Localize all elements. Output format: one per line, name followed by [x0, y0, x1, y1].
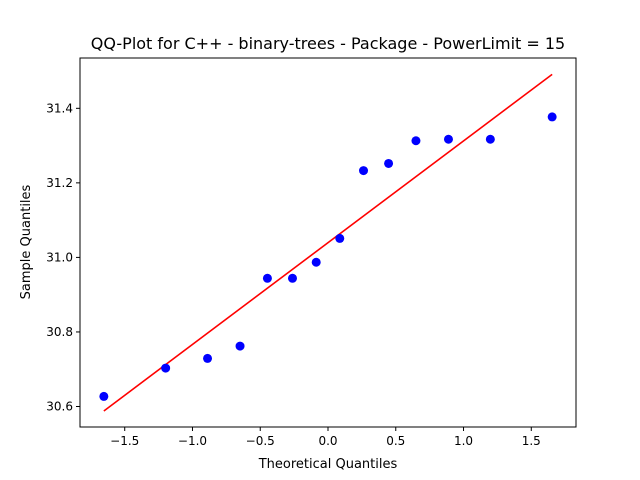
x-tick-label: 0.0: [318, 434, 337, 448]
chart-title: QQ-Plot for C++ - binary-trees - Package…: [91, 34, 565, 53]
y-tick-label: 30.6: [46, 400, 73, 414]
y-tick-label: 30.8: [46, 325, 73, 339]
data-point: [486, 135, 495, 144]
x-tick-label: −1.5: [110, 434, 139, 448]
x-tick-label: 1.0: [454, 434, 473, 448]
x-tick-label: 1.5: [522, 434, 541, 448]
data-point: [203, 354, 212, 363]
y-tick-label: 31.2: [46, 176, 73, 190]
data-point: [444, 135, 453, 144]
x-tick-label: −1.0: [178, 434, 207, 448]
data-point: [99, 392, 108, 401]
data-point: [288, 274, 297, 283]
x-axis-label: Theoretical Quantiles: [258, 457, 398, 472]
x-tick-label: −0.5: [246, 434, 275, 448]
data-point: [236, 342, 245, 351]
y-tick-label: 31.4: [46, 101, 73, 115]
data-point: [312, 258, 321, 267]
data-point: [263, 274, 272, 283]
data-point: [411, 136, 420, 145]
data-point: [548, 112, 557, 121]
data-point: [161, 364, 170, 373]
data-point: [384, 159, 393, 168]
data-point: [359, 166, 368, 175]
y-axis-label: Sample Quantiles: [19, 184, 34, 299]
x-tick-label: 0.5: [386, 434, 405, 448]
data-point: [335, 234, 344, 243]
y-tick-label: 31.0: [46, 250, 73, 264]
